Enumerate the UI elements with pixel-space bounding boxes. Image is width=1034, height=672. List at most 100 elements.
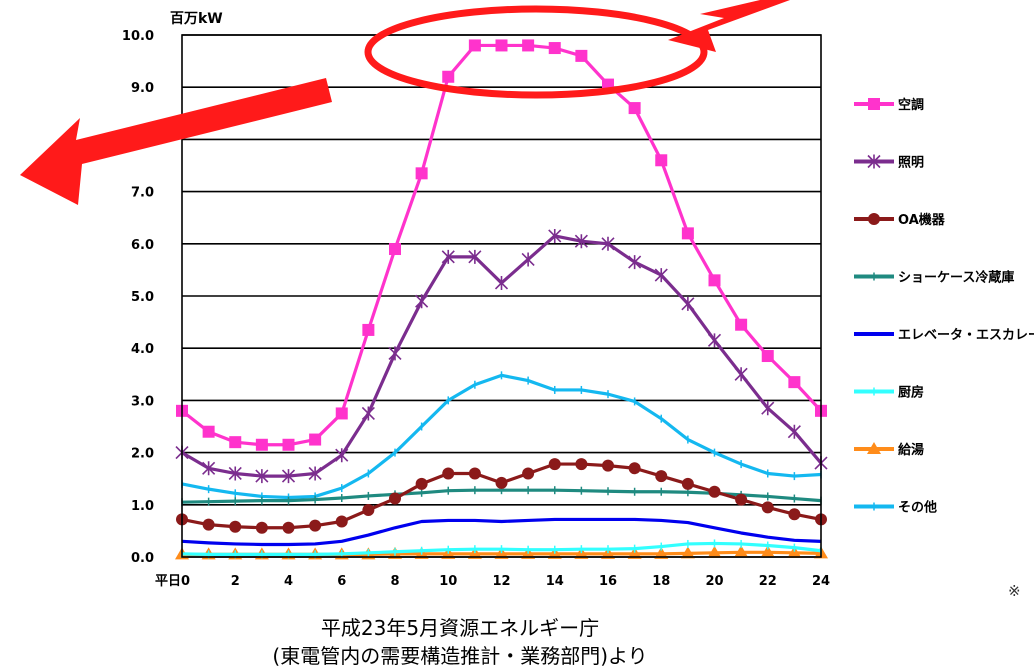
data-point bbox=[575, 49, 588, 62]
data-point bbox=[335, 448, 349, 463]
data-point bbox=[442, 467, 455, 480]
data-point bbox=[628, 255, 642, 270]
data-point bbox=[735, 318, 748, 331]
data-point bbox=[654, 268, 668, 283]
y-tick-label: 3.0 bbox=[131, 394, 154, 409]
data-point bbox=[495, 39, 508, 52]
data-point bbox=[389, 492, 401, 505]
x-tick-label: 6 bbox=[337, 574, 346, 589]
data-point bbox=[362, 323, 375, 336]
data-point bbox=[761, 501, 774, 514]
series-layer bbox=[175, 39, 828, 560]
x-tick-label: 4 bbox=[284, 574, 293, 589]
y-tick-label: 10.0 bbox=[122, 29, 154, 44]
highlight-ellipse bbox=[364, 5, 708, 99]
data-point bbox=[654, 546, 669, 559]
x-tick-label: 18 bbox=[652, 574, 670, 589]
data-point bbox=[787, 424, 801, 439]
data-point bbox=[761, 350, 774, 363]
axes: 0.01.02.03.04.05.06.07.08.09.010.0百万kW平日… bbox=[122, 11, 830, 589]
data-point bbox=[681, 477, 694, 490]
data-point bbox=[415, 294, 429, 309]
data-point bbox=[574, 234, 588, 249]
y-tick-label: 2.0 bbox=[131, 447, 154, 462]
y-tick-label: 0.0 bbox=[131, 551, 154, 566]
data-point bbox=[361, 406, 375, 421]
legend-entry: エレベータ・エスカレータ bbox=[854, 328, 1034, 343]
legend-swatch-marker bbox=[868, 98, 880, 110]
data-point bbox=[415, 167, 428, 180]
data-point bbox=[202, 461, 216, 476]
data-point bbox=[282, 521, 295, 534]
data-point bbox=[468, 39, 481, 52]
data-point bbox=[309, 519, 322, 532]
data-point bbox=[548, 42, 561, 55]
data-point bbox=[255, 469, 269, 484]
legend-label: 照明 bbox=[898, 156, 924, 171]
legend-entry: 照明 bbox=[854, 154, 924, 171]
data-point bbox=[655, 154, 668, 167]
data-point bbox=[680, 546, 695, 559]
data-point bbox=[548, 458, 561, 471]
data-point bbox=[521, 252, 535, 267]
data-point bbox=[442, 70, 455, 83]
legend-entry: ショーケース冷蔵庫 bbox=[854, 270, 1014, 286]
x-tick-label: 平日0 bbox=[155, 574, 190, 589]
data-point bbox=[707, 333, 722, 348]
data-point bbox=[575, 458, 588, 471]
data-point bbox=[627, 546, 642, 559]
data-point bbox=[441, 249, 455, 264]
data-point bbox=[734, 367, 748, 382]
y-tick-label: 5.0 bbox=[131, 290, 154, 305]
x-tick-label: 2 bbox=[231, 574, 240, 589]
data-point bbox=[522, 39, 535, 52]
x-tick-label: 12 bbox=[492, 574, 510, 589]
data-point bbox=[229, 520, 242, 533]
arrow-left bbox=[20, 78, 332, 205]
data-point bbox=[228, 466, 242, 481]
legend-entry: その他 bbox=[854, 500, 937, 516]
series-空調 bbox=[176, 39, 827, 451]
x-tick-label: 14 bbox=[546, 574, 564, 589]
x-tick-label: 24 bbox=[812, 574, 830, 589]
data-point bbox=[335, 407, 348, 420]
series-line bbox=[181, 234, 823, 478]
series-OA機器 bbox=[176, 458, 827, 534]
data-point bbox=[628, 462, 641, 475]
data-point bbox=[202, 518, 215, 531]
x-tick-label: 20 bbox=[705, 574, 723, 589]
data-point bbox=[681, 227, 694, 240]
data-point bbox=[602, 459, 614, 472]
data-point bbox=[707, 545, 722, 558]
y-tick-label: 1.0 bbox=[131, 499, 154, 514]
data-point bbox=[788, 508, 801, 521]
y-tick-label: 4.0 bbox=[131, 342, 154, 357]
data-point bbox=[362, 504, 375, 517]
footnote-mark: ※ bbox=[1008, 582, 1021, 600]
data-point bbox=[708, 485, 721, 498]
legend-label: 空調 bbox=[898, 97, 924, 113]
data-point bbox=[494, 275, 509, 290]
data-point bbox=[255, 438, 268, 451]
legend-label: OA機器 bbox=[898, 212, 946, 228]
data-point bbox=[389, 243, 401, 256]
x-tick-label: 16 bbox=[599, 574, 617, 589]
legend-label: その他 bbox=[898, 500, 937, 516]
x-tick-label: 10 bbox=[439, 574, 457, 589]
legend-label: エレベータ・エスカレータ bbox=[898, 328, 1034, 343]
data-point bbox=[255, 521, 268, 534]
data-point bbox=[202, 425, 215, 438]
series-照明 bbox=[175, 228, 828, 484]
data-point bbox=[468, 249, 482, 264]
legend-swatch-marker bbox=[867, 442, 881, 454]
data-point bbox=[735, 493, 748, 506]
data-point bbox=[522, 467, 535, 480]
data-point bbox=[628, 102, 641, 115]
legend-swatch-marker bbox=[868, 213, 880, 225]
plot-frame bbox=[181, 34, 822, 558]
y-tick-label: 9.0 bbox=[131, 81, 154, 96]
data-point bbox=[734, 545, 749, 558]
series-厨房 bbox=[181, 539, 822, 559]
source-caption-line1: 平成23年5月資源エネルギー庁 bbox=[320, 616, 600, 640]
